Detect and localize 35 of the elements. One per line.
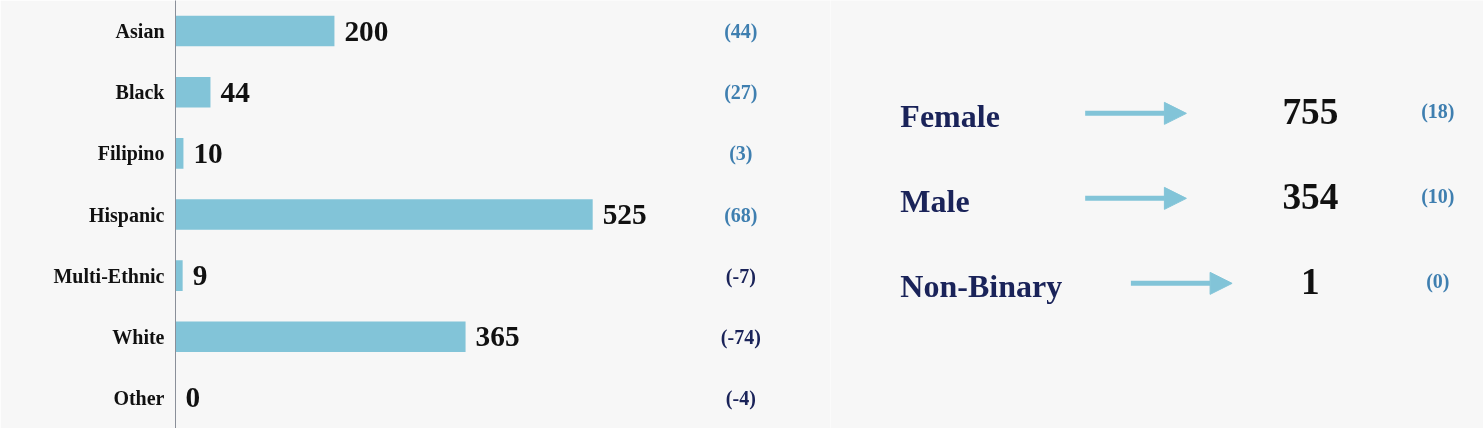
- text: (27): [724, 81, 758, 105]
- text: (18): [1421, 100, 1455, 124]
- text: (10): [1421, 185, 1455, 209]
- category-label: Female: [900, 97, 1000, 134]
- bar: [175, 199, 593, 230]
- bar: [175, 321, 466, 353]
- text: (0): [1426, 270, 1450, 294]
- bar: [175, 76, 211, 108]
- text: (44): [724, 20, 758, 44]
- y-tick-label: Other: [113, 386, 165, 409]
- y-tick-label: White: [112, 325, 165, 348]
- y-tick-label: Asian: [115, 20, 165, 43]
- data-label: 10: [193, 136, 223, 169]
- data-label: 9: [192, 259, 208, 292]
- bar: [175, 15, 335, 47]
- data-label: 365: [475, 320, 520, 353]
- y-tick-label: Black: [115, 81, 166, 104]
- data-label: 525: [602, 198, 647, 230]
- y-tick-label: Hispanic: [88, 203, 165, 227]
- category-label: Male: [900, 182, 970, 219]
- text: (68): [724, 203, 758, 227]
- text: (-7): [725, 264, 756, 288]
- data-label: 755: [1282, 90, 1339, 132]
- data-label: 354: [1282, 175, 1339, 217]
- data-label: 0: [185, 381, 201, 414]
- text: (-4): [725, 386, 756, 410]
- data-label: 200: [344, 14, 389, 47]
- text: (3): [729, 142, 753, 166]
- y-tick-label: Multi-Ethnic: [53, 264, 165, 287]
- data-label: 1: [1301, 260, 1320, 302]
- y-tick-label: Filipino: [97, 142, 165, 166]
- data-label: 44: [220, 75, 251, 108]
- category-label: Non-Binary: [900, 267, 1063, 304]
- bar: [175, 260, 183, 291]
- text: (-74): [720, 325, 761, 349]
